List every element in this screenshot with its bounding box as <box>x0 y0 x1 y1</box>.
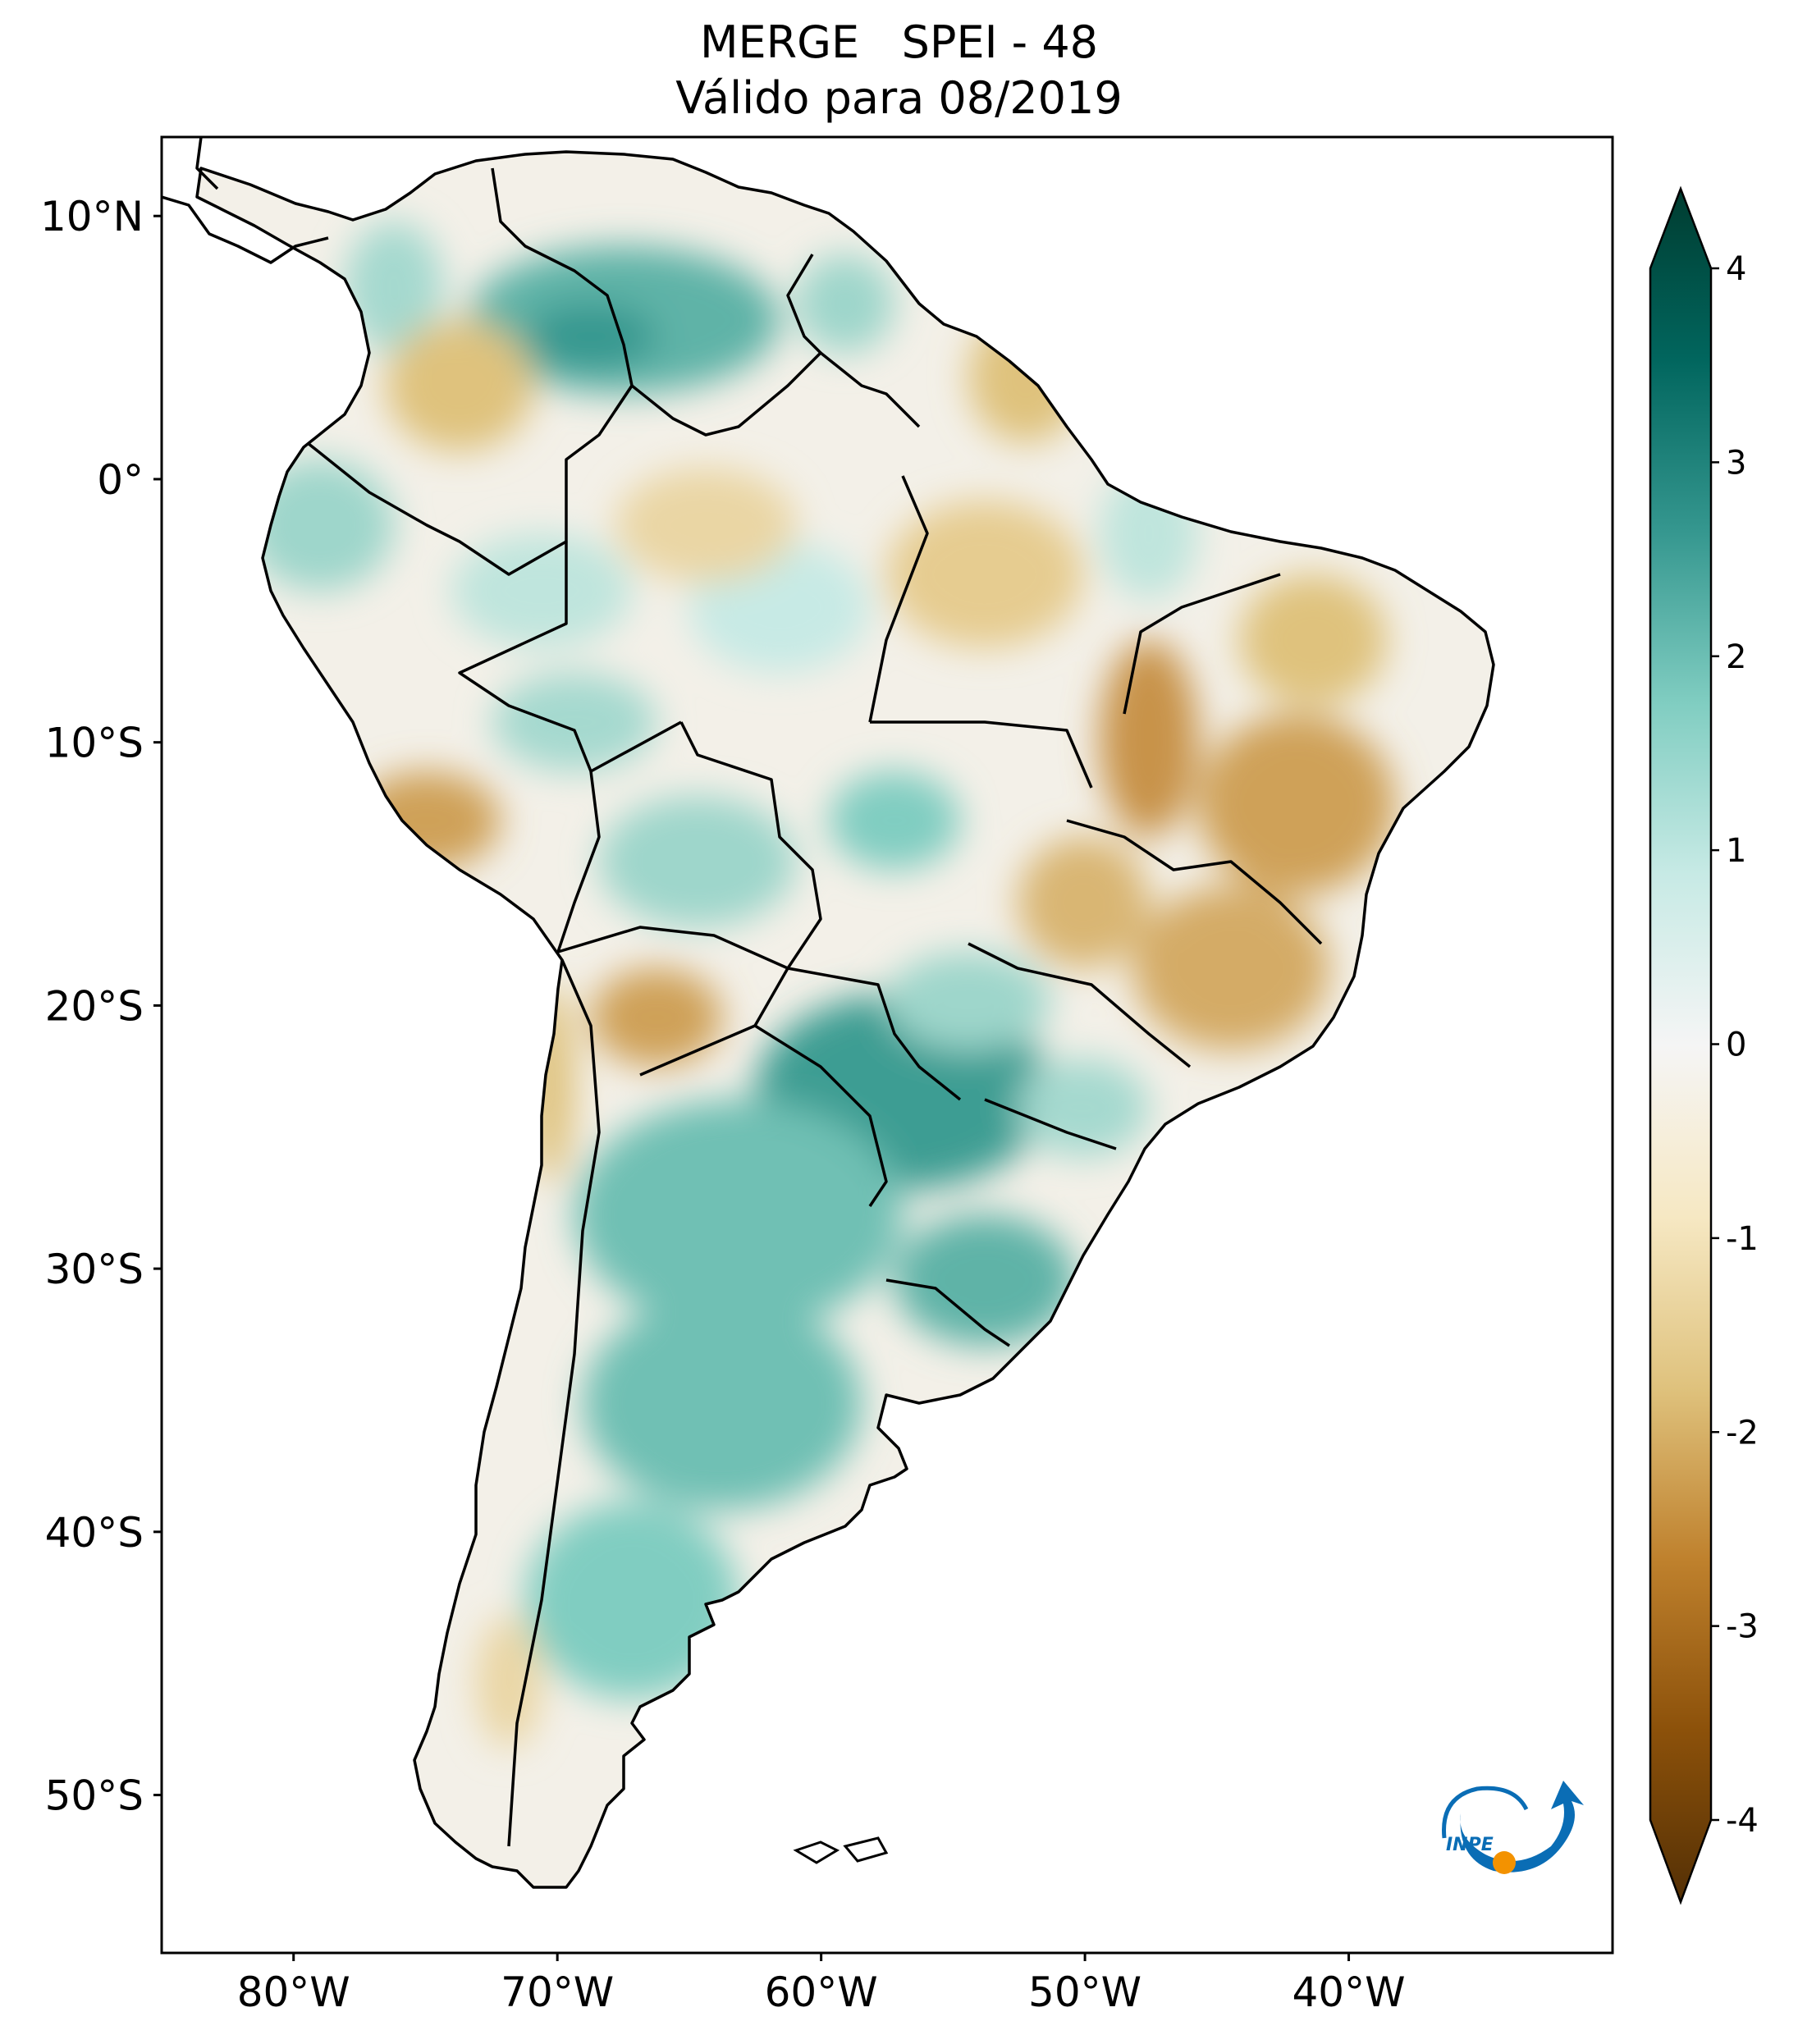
border-venezuela-guyana <box>786 254 822 354</box>
dry-bahia <box>1198 714 1395 894</box>
lat-tick-label: 0° <box>97 456 144 504</box>
dry-chile-south <box>476 1616 542 1748</box>
colorbar-tick-label: 3 <box>1726 444 1746 482</box>
border-colombia-peru <box>306 385 634 576</box>
colorbar: 4 3 2 1 0 -1 -2 -3 -4 <box>1649 185 1759 1905</box>
logo-swoosh <box>1460 1781 1584 1873</box>
border-bolivia-paraguay <box>639 967 789 1077</box>
wet-ecuador <box>246 460 394 591</box>
logo-sun <box>1493 1851 1516 1874</box>
border-brazil-states-1 <box>1123 573 1281 715</box>
central-america-coast-north <box>195 137 219 190</box>
dry-amazon <box>615 468 796 583</box>
map-title: MERGE SPEI - 48 <box>699 16 1099 68</box>
latitude-axis: 10°N 0° 10°S 20°S 30°S 40°S 50°S <box>40 193 162 1820</box>
colorbar-tick-label: 0 <box>1726 1027 1746 1064</box>
border-brazil-states-6 <box>984 1098 1117 1150</box>
map-subtitle: Válido para 08/2019 <box>675 72 1123 124</box>
dry-tocantins <box>1100 640 1198 837</box>
border-brazil-states-4 <box>870 720 1093 789</box>
wet-colombia-west <box>345 222 443 353</box>
wet-acre <box>492 673 657 771</box>
inpe-logo: INPE <box>1442 1781 1584 1874</box>
falkland-islands <box>793 1836 889 1864</box>
lat-tick-label: 10°S <box>45 720 144 767</box>
lon-tick-label: 40°W <box>1292 1969 1406 2016</box>
map-frame <box>160 135 1614 1955</box>
dry-colombia <box>386 320 533 451</box>
spei-field <box>197 152 1494 1887</box>
wet-south-brazil <box>1018 1059 1149 1157</box>
border-brazil-north <box>630 351 921 437</box>
lat-tick-label: 20°S <box>45 982 144 1030</box>
lon-tick-label: 80°W <box>237 1969 350 2016</box>
border-brazil-states-5 <box>868 475 929 723</box>
colorbar-tick-label: -2 <box>1726 1414 1759 1452</box>
border-brazil-states-3 <box>968 942 1192 1068</box>
colorbar-ticks: 4 3 2 1 0 -1 -2 -3 -4 <box>1711 250 1759 1840</box>
wet-chaco <box>574 1100 903 1329</box>
wet-pampa <box>583 1296 862 1510</box>
wet-mato-grosso <box>829 771 960 870</box>
lon-tick-label: 70°W <box>501 1969 614 2016</box>
border-brazil-states-2 <box>1066 819 1323 945</box>
dry-peru <box>353 771 501 870</box>
wet-pantanal <box>886 952 1050 1050</box>
wet-patagonia <box>525 1502 739 1699</box>
lat-tick-label: 40°S <box>45 1509 144 1557</box>
colorbar-tick-label: 4 <box>1726 250 1746 288</box>
country-borders <box>162 137 1495 1889</box>
dry-goias <box>1018 837 1149 968</box>
dry-bolivia-south <box>591 968 722 1067</box>
lon-tick-label: 60°W <box>765 1969 878 2016</box>
coastline <box>195 150 1495 1889</box>
wet-uruguay <box>894 1214 1075 1346</box>
wet-venezuela-core <box>525 304 657 369</box>
dry-para <box>886 501 1083 648</box>
dry-chile-north <box>525 985 574 1182</box>
lon-tick-label: 50°W <box>1028 1969 1141 2016</box>
colorbar-tick-label: -1 <box>1726 1220 1759 1258</box>
lat-tick-label: 10°N <box>40 193 144 240</box>
wet-amazon-west <box>451 533 632 648</box>
wet-guyana-north <box>796 254 894 353</box>
dry-minas <box>1132 886 1329 1050</box>
border-uruguay <box>885 1278 1010 1347</box>
colorbar-tick-label: 2 <box>1726 638 1746 676</box>
colorbar-tick-label: -3 <box>1726 1608 1759 1646</box>
lat-tick-label: 30°S <box>45 1246 144 1293</box>
border-brazil-paraguay <box>787 967 962 1101</box>
central-america-coast <box>162 195 329 264</box>
border-argentina-chile <box>507 959 601 1847</box>
border-colombia-venezuela <box>491 167 634 411</box>
border-paraguay-argentina <box>754 1024 888 1207</box>
dry-piaui <box>1239 574 1387 706</box>
longitude-axis: 80°W 70°W 60°W 50°W 40°W <box>237 1953 1406 2016</box>
logo-orbit <box>1442 1786 1529 1839</box>
colorbar-tick-label: -4 <box>1726 1802 1759 1840</box>
colorbar-body <box>1649 185 1713 1905</box>
logo-text: INPE <box>1446 1835 1494 1855</box>
colorbar-tick-label: 1 <box>1726 832 1746 870</box>
lat-tick-label: 50°S <box>45 1772 144 1820</box>
wet-bolivia <box>599 796 796 927</box>
